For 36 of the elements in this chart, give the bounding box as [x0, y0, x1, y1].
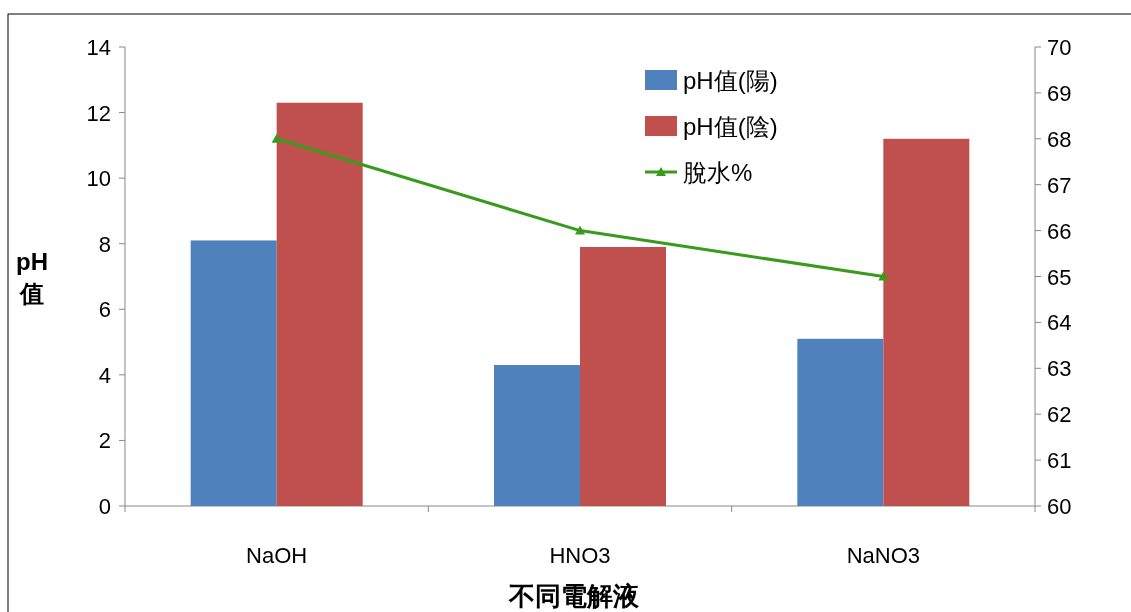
- y2-tick-label: 60: [1047, 494, 1072, 519]
- y2-tick-label: 61: [1047, 448, 1072, 474]
- y-tick-label: 14: [86, 35, 111, 60]
- y-tick-label: 6: [98, 297, 111, 323]
- point: [878, 271, 889, 281]
- x-tick-label: NaNO3: [846, 543, 921, 568]
- x-tick-label: NaOH: [246, 543, 308, 568]
- x-axis-title: 不同電解液: [508, 581, 640, 611]
- y2-tick-label: 66: [1047, 218, 1072, 244]
- y2-tick-label: 65: [1047, 264, 1072, 290]
- y-tick-label: 4: [98, 362, 111, 388]
- bar: [580, 246, 666, 506]
- legend-label: pH值(陽): [683, 67, 778, 94]
- y-tick-label: 0: [98, 494, 111, 519]
- y2-tick-label: 67: [1047, 172, 1072, 198]
- x-tick-label: HNO3: [549, 543, 611, 568]
- point: [575, 225, 585, 235]
- y2-tick-label: 69: [1047, 80, 1072, 106]
- bar: [494, 365, 580, 506]
- legend-label: 脫水%: [683, 159, 753, 186]
- y2-tick-label: 68: [1047, 126, 1072, 152]
- legend-label: pH值(陰): [683, 113, 778, 140]
- bar: [797, 338, 884, 506]
- point: [271, 133, 282, 143]
- y2-tick-label: 70: [1047, 35, 1072, 60]
- y-axis-title: pH值: [16, 248, 48, 307]
- bar: [276, 102, 363, 506]
- y2-tick-label: 64: [1047, 310, 1072, 336]
- y-tick-label: 12: [86, 100, 111, 126]
- y2-tick-label: 63: [1047, 356, 1072, 382]
- y-tick-label: 2: [98, 428, 111, 454]
- y-tick-label: 8: [98, 231, 111, 257]
- bar: [190, 240, 277, 506]
- bar: [883, 138, 970, 506]
- y-tick-label: 10: [86, 166, 111, 192]
- y2-tick-label: 62: [1047, 402, 1072, 428]
